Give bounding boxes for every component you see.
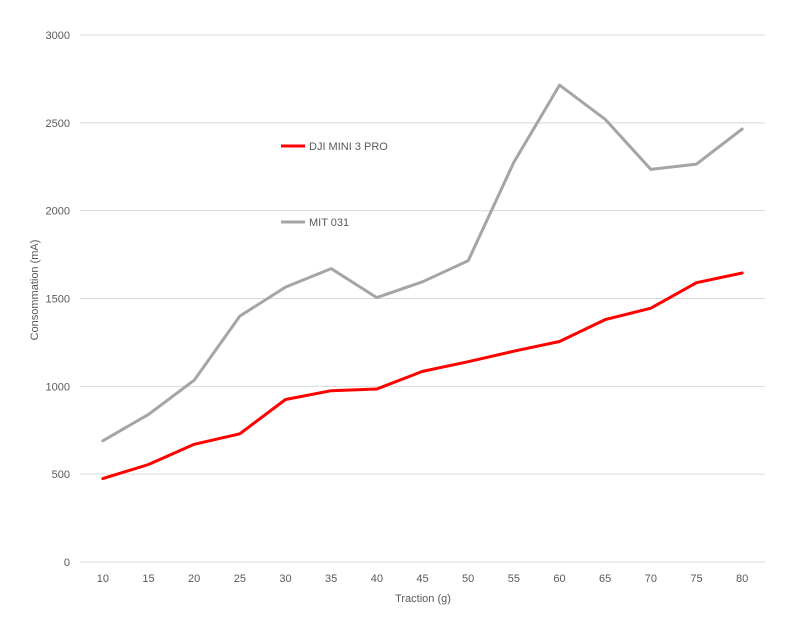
y-axis-ticks: 0 500 1000 1500 2000 2500 3000: [46, 30, 70, 569]
legend: DJI MINI 3 PRO MIT 031: [281, 141, 388, 229]
x-tick-label: 45: [416, 573, 428, 585]
x-tick-label: 65: [599, 573, 611, 585]
y-tick-label: 500: [52, 469, 70, 481]
series-line-0: [101, 271, 744, 481]
x-tick-label: 35: [325, 573, 337, 585]
y-tick-label: 0: [64, 557, 70, 569]
x-tick-label: 30: [279, 573, 291, 585]
series-line-1: [101, 83, 744, 443]
x-tick-label: 80: [736, 573, 748, 585]
legend-label: MIT 031: [309, 217, 349, 229]
x-tick-label: 15: [142, 573, 154, 585]
x-axis-ticks: 10 15 20 25 30 35 40 45 50 55 60 65 70 75 80: [97, 573, 749, 585]
x-axis-title: Traction (g): [395, 593, 451, 605]
x-tick-label: 50: [462, 573, 474, 585]
x-tick-label: 70: [645, 573, 657, 585]
y-tick-label: 2500: [46, 118, 70, 130]
y-tick-label: 1000: [46, 381, 70, 393]
series-lines: [101, 83, 744, 481]
legend-label: DJI MINI 3 PRO: [309, 141, 388, 153]
y-axis-title: Consommation (mA): [29, 240, 41, 341]
x-tick-label: 40: [371, 573, 383, 585]
x-tick-label: 10: [97, 573, 109, 585]
y-tick-label: 2000: [46, 206, 70, 218]
x-tick-label: 60: [553, 573, 565, 585]
x-tick-label: 20: [188, 573, 200, 585]
y-tick-label: 1500: [46, 294, 70, 306]
gridlines: [80, 34, 765, 563]
x-tick-label: 55: [508, 573, 520, 585]
x-tick-label: 75: [690, 573, 702, 585]
y-tick-label: 3000: [46, 30, 70, 42]
x-tick-label: 25: [234, 573, 246, 585]
